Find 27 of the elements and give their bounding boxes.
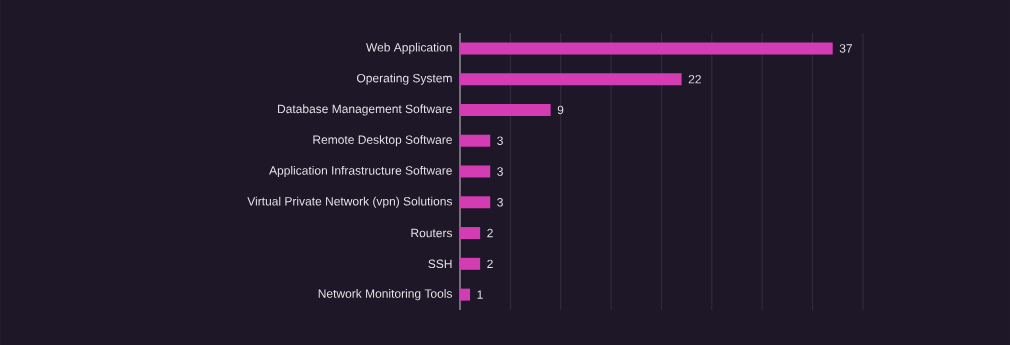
- y-tick-label: Virtual Private Network (vpn) Solutions: [247, 196, 452, 208]
- bar: [460, 288, 471, 301]
- y-tick-label: Web Application: [366, 42, 452, 54]
- bar: [460, 42, 833, 55]
- data-label: 2: [487, 259, 493, 269]
- y-tick-label: Routers: [411, 228, 453, 238]
- data-label: 37: [839, 44, 852, 53]
- y-tick-label: Operating System: [357, 73, 452, 85]
- bar: [460, 196, 491, 209]
- bar: [460, 227, 481, 240]
- bar: [460, 103, 551, 116]
- y-tick-label: Network Monitoring Tools: [318, 289, 453, 301]
- y-tick-label: Database Management Software: [278, 104, 452, 116]
- y-tick-label: SSH: [428, 259, 452, 269]
- data-label: 9: [557, 105, 564, 115]
- bar: [460, 134, 491, 147]
- data-label: 22: [688, 74, 701, 84]
- data-label: 3: [497, 136, 503, 145]
- bar: [460, 165, 491, 178]
- data-label: 3: [497, 167, 503, 176]
- data-label: 1: [477, 290, 483, 299]
- bar: [460, 73, 682, 86]
- y-tick-label: Remote Desktop Software: [313, 135, 452, 147]
- data-label: 3: [497, 198, 503, 207]
- data-label: 2: [487, 228, 493, 238]
- bar: [460, 257, 481, 270]
- y-tick-label: Application Infrastructure Software: [269, 165, 452, 178]
